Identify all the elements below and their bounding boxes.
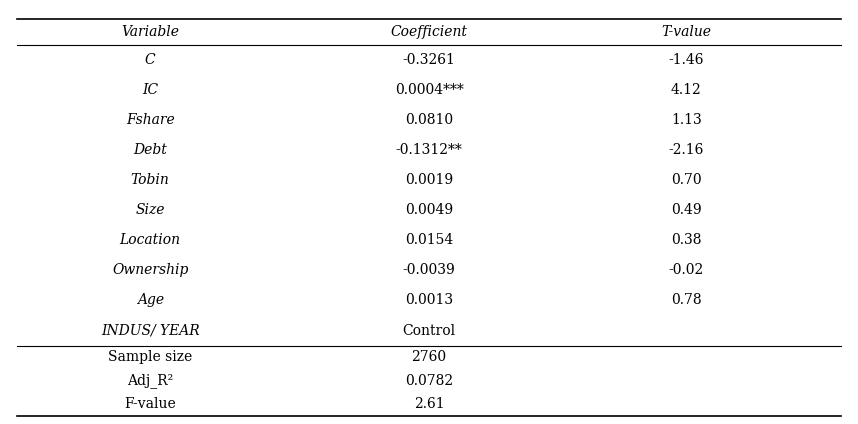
Text: 0.0049: 0.0049: [405, 203, 453, 217]
Text: F-value: F-value: [124, 397, 176, 411]
Text: T-value: T-value: [662, 25, 711, 39]
Text: -0.3261: -0.3261: [402, 53, 456, 67]
Text: 0.0013: 0.0013: [405, 293, 453, 307]
Text: 0.0019: 0.0019: [405, 173, 453, 187]
Text: Ownership: Ownership: [112, 263, 189, 277]
Text: 0.0004***: 0.0004***: [395, 83, 463, 97]
Text: -2.16: -2.16: [668, 143, 704, 157]
Text: Fshare: Fshare: [126, 113, 174, 127]
Text: 0.0782: 0.0782: [405, 374, 453, 388]
Text: Age: Age: [136, 293, 164, 307]
Text: Size: Size: [136, 203, 165, 217]
Text: 1.13: 1.13: [671, 113, 702, 127]
Text: 0.78: 0.78: [671, 293, 702, 307]
Text: 2.61: 2.61: [414, 397, 444, 411]
Text: 2760: 2760: [412, 350, 446, 364]
Text: 4.12: 4.12: [671, 83, 702, 97]
Text: Variable: Variable: [121, 25, 179, 39]
Text: 0.0154: 0.0154: [405, 233, 453, 247]
Text: INDUS/ YEAR: INDUS/ YEAR: [100, 324, 200, 338]
Text: 0.70: 0.70: [671, 173, 702, 187]
Text: IC: IC: [142, 83, 158, 97]
Text: Adj_R²: Adj_R²: [127, 373, 173, 388]
Text: Coefficient: Coefficient: [390, 25, 468, 39]
Text: C: C: [145, 53, 155, 67]
Text: 0.38: 0.38: [671, 233, 702, 247]
Text: -1.46: -1.46: [668, 53, 704, 67]
Text: -0.1312**: -0.1312**: [396, 143, 462, 157]
Text: Tobin: Tobin: [130, 173, 170, 187]
Text: 0.49: 0.49: [671, 203, 702, 217]
Text: Location: Location: [119, 233, 181, 247]
Text: Sample size: Sample size: [108, 350, 192, 364]
Text: 0.0810: 0.0810: [405, 113, 453, 127]
Text: Control: Control: [402, 324, 456, 338]
Text: Debt: Debt: [133, 143, 167, 157]
Text: -0.02: -0.02: [668, 263, 704, 277]
Text: -0.0039: -0.0039: [402, 263, 456, 277]
